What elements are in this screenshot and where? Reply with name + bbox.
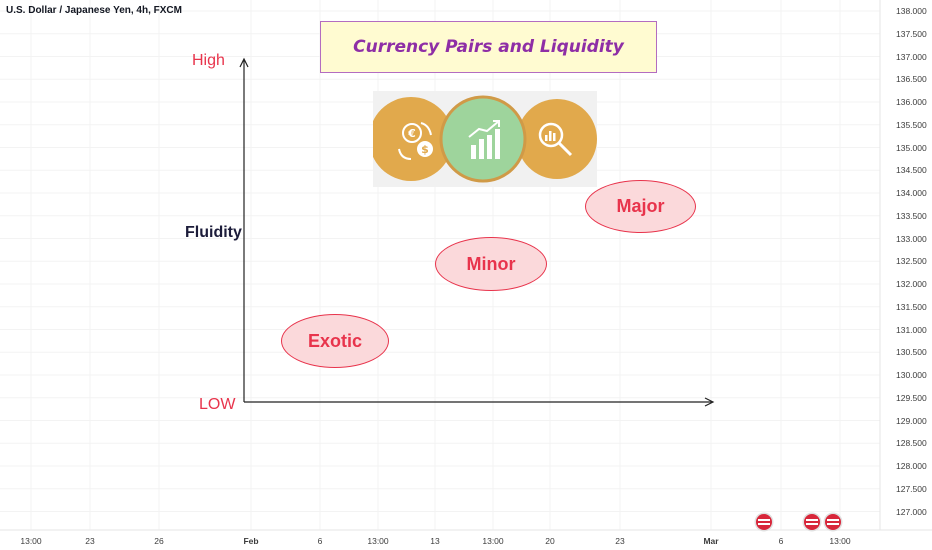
- price-label: 138.000: [896, 6, 927, 16]
- time-label: 13:00: [20, 536, 42, 546]
- y-axis-title: Fluidity: [185, 224, 242, 241]
- price-label: 136.000: [896, 97, 927, 107]
- time-label: 26: [154, 536, 164, 546]
- time-label: 20: [545, 536, 555, 546]
- price-label: 131.500: [896, 301, 927, 312]
- price-label: 133.000: [896, 233, 927, 244]
- y-axis-high-label: High: [192, 52, 225, 69]
- price-label: 129.000: [896, 415, 927, 426]
- time-label: 6: [317, 536, 323, 546]
- price-label: 128.500: [896, 438, 927, 449]
- us-flag-icon[interactable]: [756, 514, 772, 530]
- time-label: Feb: [243, 536, 259, 546]
- time-label: 13:00: [829, 536, 851, 546]
- time-label: Mar: [703, 536, 719, 546]
- us-flag-icon[interactable]: [804, 514, 820, 530]
- price-axis[interactable]: 138.000 137.500 137.000 136.500 136.000 135.5…: [880, 0, 932, 530]
- time-label: 13:00: [367, 536, 389, 546]
- price-label: 130.000: [896, 370, 927, 380]
- price-label: 137.500: [896, 28, 927, 39]
- us-flag-icon[interactable]: [825, 514, 841, 530]
- price-label: 134.500: [896, 165, 927, 176]
- infographic-title: Currency Pairs and Liquidity: [353, 37, 624, 57]
- price-label: 129.500: [896, 392, 927, 403]
- svg-text:$: $: [421, 143, 429, 156]
- price-label: 135.500: [896, 119, 927, 130]
- price-label: 132.000: [896, 279, 927, 289]
- category-exotic: Exotic: [281, 314, 389, 368]
- time-label: 6: [778, 536, 784, 546]
- price-label: 130.500: [896, 347, 927, 358]
- time-label: 13:00: [482, 536, 504, 546]
- price-label: 137.000: [896, 51, 927, 62]
- time-label: 23: [615, 536, 625, 546]
- svg-text:€: €: [407, 127, 416, 140]
- price-label: 128.000: [896, 461, 927, 471]
- currency-exchange-icon: € $: [373, 97, 453, 181]
- y-axis-arrow-icon: [239, 57, 249, 68]
- category-minor: Minor: [435, 237, 547, 291]
- price-label: 127.000: [896, 506, 927, 517]
- y-axis-low-label: LOW: [199, 396, 236, 413]
- magnifier-analysis-icon: [517, 99, 597, 179]
- price-label: 131.000: [896, 324, 927, 335]
- price-label: 135.000: [896, 142, 927, 153]
- infographic-title-box: Currency Pairs and Liquidity: [320, 21, 657, 73]
- icon-panel: € $: [373, 91, 597, 187]
- price-label: 132.500: [896, 256, 927, 267]
- time-label: 23: [85, 536, 95, 546]
- price-label: 127.500: [896, 483, 927, 494]
- x-axis-arrow-icon: [704, 397, 715, 407]
- category-major: Major: [585, 180, 696, 233]
- symbol-title[interactable]: U.S. Dollar / Japanese Yen, 4h, FXCM: [6, 5, 182, 16]
- bar-chart-growth-icon: [439, 95, 527, 183]
- price-label: 134.000: [896, 188, 927, 198]
- price-label: 133.500: [896, 210, 927, 221]
- price-label: 136.500: [896, 74, 927, 85]
- time-label: 13: [430, 536, 440, 546]
